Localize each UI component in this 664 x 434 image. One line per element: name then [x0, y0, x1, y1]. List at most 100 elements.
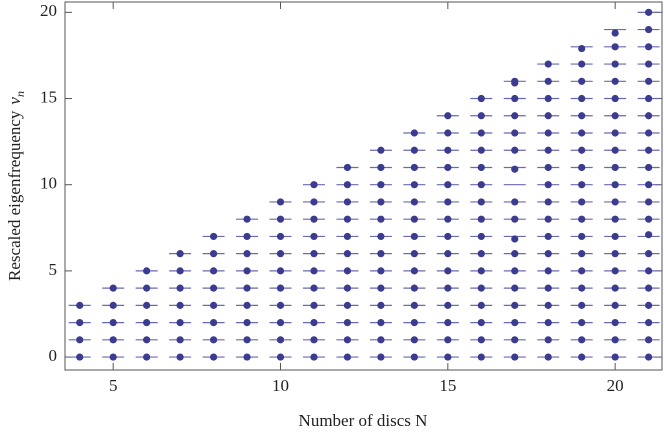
eigen-dot — [276, 232, 285, 241]
eigen-dot — [578, 215, 586, 223]
eigen-dot — [511, 267, 519, 275]
eigen-dot — [444, 353, 452, 361]
eigen-dot — [578, 60, 586, 68]
eigen-dot — [444, 318, 452, 327]
eigen-dot — [611, 250, 619, 258]
eigen-dot — [276, 215, 285, 223]
eigen-dot — [544, 353, 552, 361]
y-label-symbol: ν — [5, 97, 24, 105]
eigen-dot — [511, 215, 519, 223]
eigen-dot — [109, 336, 117, 344]
eigen-dot — [377, 301, 385, 309]
eigen-dot — [477, 146, 485, 154]
eigen-dot — [209, 336, 218, 344]
eigen-dot — [377, 250, 385, 258]
eigen-dot — [511, 353, 519, 361]
eigen-dot — [143, 336, 151, 344]
eigen-dot — [276, 284, 285, 292]
eigen-dot — [310, 336, 318, 344]
eigen-dot — [377, 215, 385, 223]
eigen-dot — [310, 301, 318, 309]
eigen-dot — [477, 353, 485, 361]
eigen-dot — [276, 267, 285, 275]
eigen-dot — [578, 336, 586, 344]
eigen-dot — [377, 353, 385, 361]
eigen-dot — [343, 215, 352, 223]
eigen-dot — [410, 301, 418, 309]
eigen-dot — [645, 250, 653, 258]
eigen-dot — [209, 318, 218, 327]
eigen-dot — [410, 318, 418, 327]
eigen-dot — [143, 318, 151, 327]
eigen-dot — [544, 181, 552, 189]
eigen-dot — [645, 301, 653, 309]
eigen-dot — [343, 232, 352, 241]
eigen-dot — [477, 94, 485, 103]
eigen-dot — [310, 267, 318, 275]
eigen-dot — [343, 163, 352, 172]
eigen-dot — [544, 198, 552, 206]
eigen-dot — [343, 250, 352, 258]
eigen-dot — [143, 267, 151, 275]
eigen-dot — [477, 267, 485, 275]
eigen-dot — [544, 250, 552, 258]
eigen-dot — [645, 77, 653, 85]
eigen-dot — [544, 163, 552, 172]
eigen-dot — [410, 336, 418, 344]
eigen-dot — [176, 250, 184, 258]
eigen-dot — [444, 181, 452, 189]
eigen-dot — [645, 267, 653, 275]
eigen-dot — [544, 112, 552, 120]
eigen-dot — [377, 232, 385, 241]
eigen-dot — [477, 181, 485, 189]
eigen-dot — [578, 129, 586, 137]
eigen-dot — [243, 336, 251, 344]
eigen-dot — [444, 198, 452, 206]
eigen-dot — [578, 146, 586, 154]
eigen-dot — [544, 232, 552, 241]
eigen-dot — [243, 318, 251, 327]
eigen-dot — [76, 318, 84, 327]
eigen-dot — [645, 25, 653, 34]
eigen-dot — [243, 301, 251, 309]
eigen-dot — [477, 163, 485, 172]
eigen-dot — [444, 284, 452, 292]
eigen-dot — [511, 318, 519, 327]
eigen-dot — [544, 94, 552, 103]
eigen-dot — [76, 301, 84, 309]
eigen-dot — [477, 129, 485, 137]
eigen-dot — [611, 284, 619, 292]
eigen-dot — [578, 301, 586, 309]
eigen-dot — [209, 353, 218, 361]
eigen-dot — [109, 301, 117, 309]
eigen-dot — [76, 353, 84, 361]
eigen-dot — [645, 353, 653, 361]
eigen-dot — [276, 198, 285, 206]
eigen-dot — [343, 267, 352, 275]
eigen-dot — [444, 336, 452, 344]
eigen-dot — [410, 232, 418, 241]
eigen-dot — [611, 43, 619, 51]
eigen-dot — [410, 250, 418, 258]
eigen-dot — [310, 232, 318, 241]
eigen-dot — [310, 250, 318, 258]
plot-frame — [64, 1, 663, 371]
eigen-dot — [410, 267, 418, 275]
eigen-dot — [578, 232, 586, 241]
eigen-dot — [477, 112, 485, 120]
eigen-dot — [343, 353, 352, 361]
eigen-dot — [276, 318, 285, 327]
eigen-dot — [611, 318, 619, 327]
eigen-dot — [444, 267, 452, 275]
eigen-dot — [276, 301, 285, 309]
eigen-dot — [611, 267, 619, 275]
eigen-dot — [377, 336, 385, 344]
eigen-dot — [611, 163, 619, 172]
eigen-dot — [477, 318, 485, 327]
eigen-dot — [176, 267, 184, 275]
eigen-dot — [578, 44, 586, 53]
eigen-dot — [477, 198, 485, 206]
eigen-dot — [578, 250, 586, 258]
eigen-dot — [645, 43, 653, 51]
